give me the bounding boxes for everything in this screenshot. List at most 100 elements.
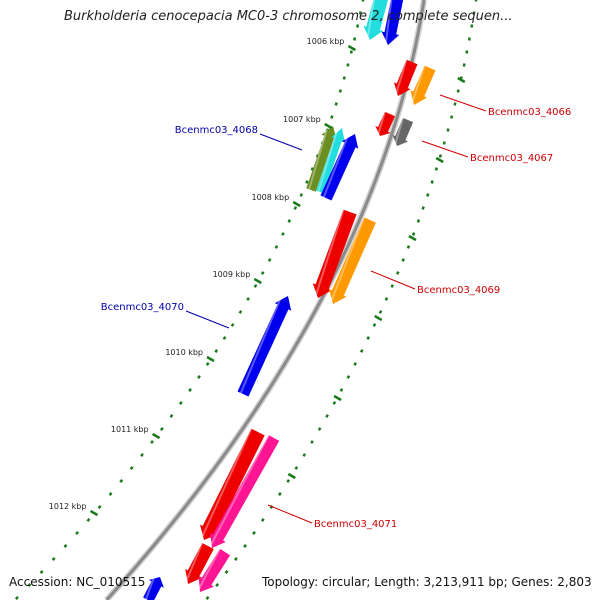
gene-label-bcenmc03_4069[interactable]: Bcenmc03_4069	[417, 285, 500, 296]
inner-track-dot	[349, 50, 353, 54]
inner-track-dot	[342, 76, 346, 80]
inner-track-dot	[197, 375, 201, 379]
outer-track-dot	[260, 518, 265, 522]
outer-scale-tick	[333, 394, 342, 402]
genome-summary-text: Topology: circular; Length: 3,213,911 bp…	[262, 575, 592, 589]
inner-track-dot	[51, 557, 56, 561]
inner-track-dot	[253, 284, 258, 288]
gene-pink-bottom-edge	[197, 548, 221, 592]
inner-track-dot	[119, 479, 124, 483]
gene-red-bottom[interactable]	[184, 542, 214, 584]
scale-tick	[253, 277, 262, 285]
chromosome-backbone	[104, 0, 427, 600]
outer-track-dot	[416, 219, 421, 223]
outer-track-dot	[442, 141, 446, 145]
gene-gray-4067[interactable]	[392, 117, 414, 146]
outer-track-dot	[346, 375, 351, 379]
outer-track-dot	[462, 63, 466, 67]
label-leader-line	[421, 140, 469, 158]
gene-olive-4068[interactable]	[306, 124, 337, 192]
gene-olive-4068-body	[306, 126, 337, 192]
gene-orange-4066-body	[410, 65, 436, 105]
outer-scale-tick	[374, 314, 383, 322]
inner-track-dot	[39, 570, 44, 574]
gene-blue-4070[interactable]	[237, 293, 292, 397]
gene-red-4066-edge	[394, 59, 408, 96]
outer-track-dot	[332, 401, 337, 405]
gene-blue-4068[interactable]	[320, 131, 359, 201]
gene-orange-4069[interactable]	[329, 217, 376, 304]
gene-blue-top[interactable]	[381, 0, 404, 45]
inner-track-dot	[287, 219, 292, 223]
outer-track-dot	[294, 466, 299, 470]
gene-label-bcenmc03_4068[interactable]: Bcenmc03_4068	[175, 125, 258, 136]
inner-track-dot	[205, 362, 210, 366]
gene-cyan-4068[interactable]	[316, 126, 345, 194]
outer-track-dot	[430, 180, 434, 184]
gene-red-4067[interactable]	[375, 111, 395, 136]
scale-tick	[347, 44, 357, 52]
scale-tick-label: 1007 kbp	[283, 115, 321, 124]
inner-track-dot	[108, 492, 113, 496]
gene-gray-4067-edge	[394, 117, 404, 146]
inner-track-dot	[14, 596, 19, 600]
inner-track-dot	[274, 245, 279, 249]
gene-label-bcenmc03_4067[interactable]: Bcenmc03_4067	[470, 153, 553, 164]
outer-track-dot	[234, 557, 238, 561]
inner-track-dot	[260, 271, 265, 275]
gene-orange-4069-edge	[329, 217, 365, 304]
gene-cyan-top-body	[363, 0, 388, 40]
inner-track-dot	[334, 102, 338, 106]
scale-tick-label: 1006 kbp	[307, 37, 345, 46]
outer-track-dot	[243, 544, 247, 548]
gene-cyan-top[interactable]	[363, 0, 388, 40]
gene-orange-4066[interactable]	[410, 65, 436, 105]
label-leader-line	[259, 133, 303, 151]
inner-track-dot	[129, 466, 134, 470]
inner-track-dot	[63, 544, 68, 548]
inner-track-dot	[281, 232, 285, 236]
inner-track-dot	[140, 453, 144, 457]
gene-labels: Bcenmc03_4066 Bcenmc03_4067 Bcenmc03_4068 B…	[101, 94, 571, 530]
scale-tick	[151, 432, 161, 440]
inner-track-dot	[188, 388, 192, 392]
outer-track-dot	[325, 414, 329, 418]
gene-olive-4068-edge	[308, 124, 330, 190]
inner-track-dot	[214, 349, 219, 353]
inner-track-dot	[356, 24, 360, 28]
gene-blue-4070-body	[237, 296, 292, 397]
gene-red-4067-edge	[377, 111, 386, 136]
gene-label-bcenmc03_4070[interactable]: Bcenmc03_4070	[101, 302, 184, 313]
outer-track-dot	[215, 583, 220, 587]
gene-red-4069[interactable]	[312, 209, 357, 298]
outer-track-dot	[378, 310, 383, 314]
gene-pink-4071[interactable]	[209, 434, 280, 548]
gene-pink-bottom[interactable]	[197, 548, 231, 592]
outer-track-dot	[353, 362, 357, 366]
inner-track-dot	[293, 206, 298, 210]
gene-orange-4069-body	[329, 217, 376, 304]
outer-track-dot	[286, 479, 291, 483]
outer-track-dot	[434, 167, 439, 171]
gene-red-4066[interactable]	[393, 59, 418, 96]
gene-label-bcenmc03_4071[interactable]: Bcenmc03_4071	[314, 519, 397, 530]
outer-track-dot	[470, 24, 474, 28]
gene-red-4069-body	[312, 209, 357, 298]
inner-track-dot	[346, 63, 350, 67]
gene-red-bottom-edge	[184, 542, 204, 584]
gene-pink-bottom-body	[198, 548, 231, 592]
label-leader-line	[370, 270, 416, 290]
gene-red-bottom-body	[185, 543, 214, 584]
scale-tick-label: 1010 kbp	[165, 348, 203, 357]
inner-track-dot	[305, 180, 309, 184]
gene-blue-bottom[interactable]	[143, 574, 164, 600]
gene-blue-4070-edge	[239, 293, 284, 394]
outer-track-dot	[450, 115, 454, 119]
gene-red-4069-edge	[314, 209, 345, 298]
gene-label-bcenmc03_4066[interactable]: Bcenmc03_4066	[488, 107, 571, 118]
outer-track-dot	[456, 89, 460, 93]
gene-red-4071[interactable]	[200, 428, 265, 540]
backbone-line	[105, 0, 426, 600]
outer-track-dot	[278, 492, 282, 496]
outer-track-dot	[310, 440, 314, 444]
